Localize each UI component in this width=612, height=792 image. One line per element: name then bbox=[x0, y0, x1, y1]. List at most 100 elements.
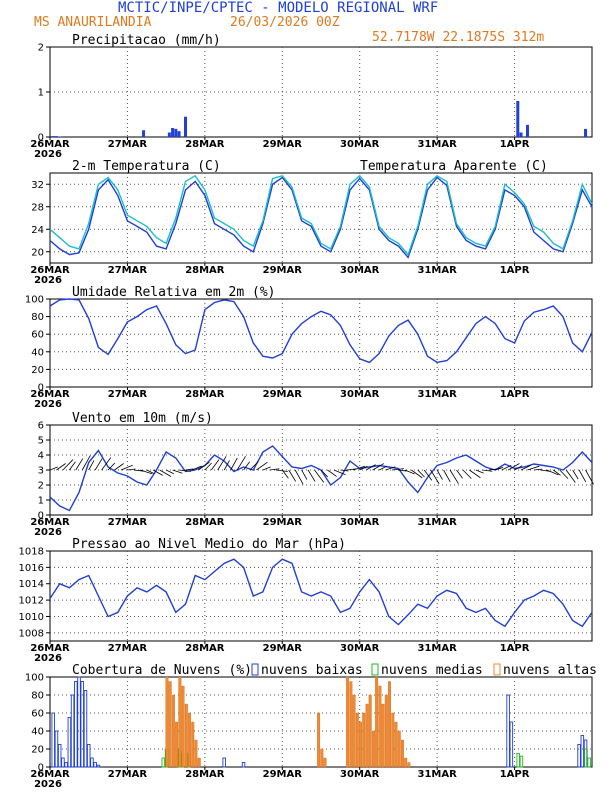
x-tick-label: 31MAR bbox=[417, 643, 457, 654]
x-tick-label: 31MAR bbox=[417, 139, 457, 150]
x-tick-label: 27MAR bbox=[108, 389, 148, 400]
panel-4: 0 1 2 3 4 5 6 26MAR 27MAR 28MAR 29MAR 30MAR 31MAR 1AP… bbox=[30, 411, 594, 538]
cloud-bar-low bbox=[90, 757, 94, 768]
x-tick-label: 30MAR bbox=[340, 769, 380, 780]
x-tick-label: 29MAR bbox=[263, 139, 303, 150]
x-tick-label: 28MAR bbox=[185, 139, 225, 150]
wind-vector bbox=[514, 465, 523, 471]
series-line-1 bbox=[49, 298, 593, 364]
wind-vector bbox=[262, 466, 271, 471]
cloud-bar-high bbox=[375, 676, 379, 768]
wind-vector bbox=[378, 465, 387, 471]
legend-swatch bbox=[371, 663, 379, 676]
wind-vector bbox=[236, 456, 246, 471]
cloud-bar-mid bbox=[584, 748, 588, 768]
y-tick-label: 60 bbox=[31, 330, 44, 341]
cloud-bar-high bbox=[365, 703, 369, 768]
station-coords: 52.7178W 22.1875S 312m bbox=[372, 30, 545, 45]
wind-vector bbox=[49, 466, 58, 471]
y-tick-label: 5 bbox=[38, 436, 44, 447]
precip-bar bbox=[519, 132, 523, 137]
x-year-label: 2026 bbox=[34, 149, 62, 160]
cloud-bar-high bbox=[401, 739, 404, 768]
wind-vector bbox=[443, 469, 451, 483]
x-tick-label: 29MAR bbox=[263, 643, 303, 654]
panel-title: Vento em 10m (m/s) bbox=[72, 411, 213, 426]
panel-title: Cobertura de Nuvens (%) bbox=[72, 663, 252, 678]
wind-vector bbox=[565, 469, 576, 483]
series-line-2 bbox=[49, 174, 593, 256]
y-tick-label: 20 bbox=[31, 247, 44, 258]
x-tick-label: 27MAR bbox=[108, 769, 148, 780]
cloud-bar-high bbox=[355, 712, 359, 768]
wind-vector bbox=[69, 461, 76, 471]
y-tick-label: 0 bbox=[38, 133, 44, 144]
y-tick-label: 80 bbox=[31, 691, 44, 702]
wind-vector bbox=[404, 469, 415, 475]
wind-vector bbox=[423, 469, 433, 481]
y-tick-label: 0 bbox=[38, 511, 44, 522]
wind-vector bbox=[140, 469, 153, 475]
cloud-bar-high bbox=[194, 739, 198, 768]
wind-vector bbox=[385, 466, 396, 471]
y-tick-label: 0 bbox=[38, 763, 44, 774]
cloud-bar-low bbox=[70, 694, 75, 768]
wind-vector bbox=[430, 469, 440, 484]
y-tick-label: 28 bbox=[31, 202, 44, 213]
x-tick-label: 30MAR bbox=[340, 643, 380, 654]
wind-vector bbox=[198, 461, 210, 471]
cloud-bar-low bbox=[77, 676, 81, 768]
wind-vector bbox=[533, 468, 542, 471]
wind-vector bbox=[275, 469, 288, 472]
wind-vector bbox=[146, 469, 155, 475]
cloud-bar-high bbox=[404, 757, 408, 768]
wind-vector bbox=[191, 465, 202, 471]
cloud-bar-high bbox=[381, 703, 385, 768]
wind-vector bbox=[204, 462, 212, 471]
wind-vector bbox=[281, 469, 289, 479]
wind-vector bbox=[127, 468, 136, 471]
wind-vector bbox=[391, 468, 404, 471]
legend-item-mid: nuvens medias bbox=[371, 663, 483, 678]
x-tick-label: 27MAR bbox=[108, 139, 148, 150]
cloud-bar-low bbox=[74, 681, 78, 768]
panel-title: Umidade Relativa em 2m (%) bbox=[72, 285, 276, 300]
cloud-bar-mid bbox=[587, 757, 591, 768]
wind-vector bbox=[81, 455, 91, 471]
cloud-bar-low bbox=[67, 717, 72, 768]
y-tick-label: 40 bbox=[31, 727, 44, 738]
cloud-bar-low bbox=[241, 762, 246, 768]
cloud-bar-high bbox=[391, 712, 395, 768]
cloud-bar-high bbox=[384, 694, 388, 768]
wind-vector bbox=[340, 469, 349, 472]
legend-label: nuvens baixas bbox=[261, 663, 363, 678]
x-tick-label: 26MAR bbox=[30, 769, 70, 780]
x-tick-label: 31MAR bbox=[417, 517, 457, 528]
wind-vector bbox=[456, 469, 463, 479]
y-tick-label: 1014 bbox=[19, 579, 44, 590]
y-tick-label: 1016 bbox=[19, 563, 44, 574]
x-tick-label: 28MAR bbox=[185, 769, 225, 780]
wind-vector bbox=[223, 460, 230, 471]
x-tick-label: 31MAR bbox=[417, 389, 457, 400]
wind-vector bbox=[320, 469, 329, 478]
wind-vector bbox=[107, 462, 116, 471]
y-tick-label: 80 bbox=[31, 312, 44, 323]
wind-vector bbox=[210, 459, 220, 471]
cloud-bar-high bbox=[349, 681, 353, 768]
cloud-bar-low bbox=[222, 757, 226, 768]
y-tick-label: 2 bbox=[38, 481, 44, 492]
precip-bar bbox=[171, 128, 175, 137]
x-tick-label: 28MAR bbox=[185, 517, 225, 528]
wind-vector bbox=[482, 469, 493, 472]
x-tick-label: 31MAR bbox=[417, 769, 457, 780]
y-tick-label: 0 bbox=[38, 383, 44, 394]
panel-2: 20 24 28 32 26MAR 27MAR 28MAR 29MAR 30MAR 31MAR 1A… bbox=[30, 159, 593, 286]
cloud-bar-low bbox=[509, 721, 514, 768]
wind-vector bbox=[495, 466, 504, 471]
x-tick-label: 1APR bbox=[500, 389, 530, 400]
precip-bar bbox=[184, 116, 187, 137]
wind-vector bbox=[553, 469, 561, 476]
cloud-bar-high bbox=[368, 694, 372, 768]
x-tick-label: 1APR bbox=[500, 139, 530, 150]
